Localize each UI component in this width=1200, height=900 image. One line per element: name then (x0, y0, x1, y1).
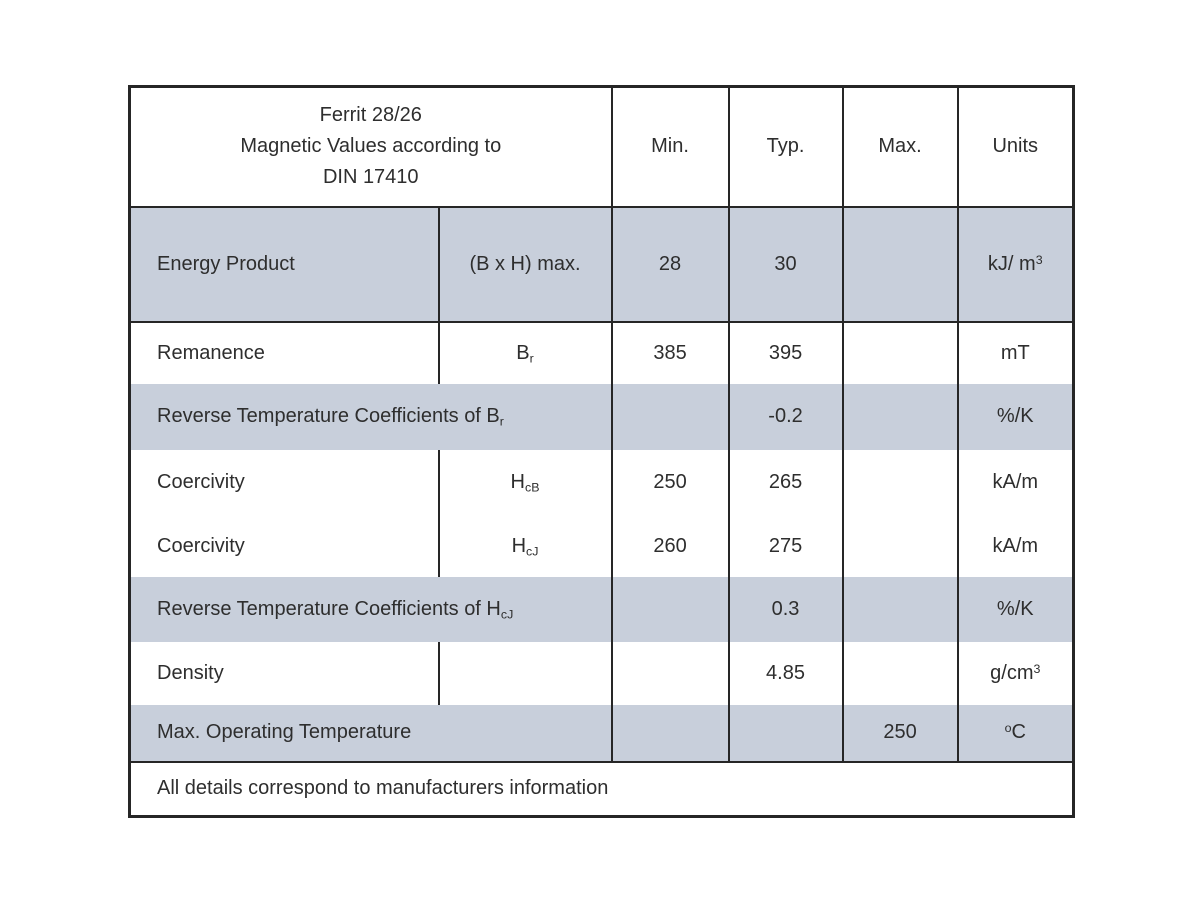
max-operating-temperature-min (610, 704, 729, 763)
title-line-2: Magnetic Values according to (240, 135, 502, 158)
spec-table: Ferrit 28/26 Magnetic Values according t… (128, 85, 1076, 818)
coercivity-hcb-min: 250 (610, 449, 729, 516)
row-coercivity-hcb: Coercivity HcB 250 265 kA/m (129, 449, 1074, 516)
coercivity-hcb-symbol: HcB (437, 449, 612, 516)
row-rev-temp-coeff-hcj: Reverse Temperature Coefficients of HcJ … (129, 576, 1074, 642)
column-header-max: Max. (841, 86, 958, 208)
density-typ: 4.85 (727, 641, 843, 705)
rev-temp-coeff-br-max (841, 383, 958, 450)
energy-product-max (841, 206, 958, 323)
title-line-3: DIN 17410 (322, 166, 419, 189)
max-operating-temperature-typ (727, 704, 843, 763)
coercivity-hcj-name: Coercivity (129, 515, 439, 577)
remanence-units: mT (956, 321, 1074, 384)
magnetic-values-table: Ferrit 28/26 Magnetic Values according t… (128, 85, 1076, 818)
energy-product-min: 28 (610, 206, 729, 323)
remanence-name: Remanence (129, 321, 439, 384)
column-header-typ: Typ. (727, 86, 843, 208)
density-units: g/cm3 (956, 641, 1074, 705)
rev-temp-coeff-br-units: %/K (956, 383, 1074, 450)
column-header-units: Units (956, 86, 1074, 208)
max-operating-temperature-max: 250 (841, 704, 958, 763)
row-max-operating-temperature: Max. Operating Temperature 250 oC (129, 704, 1074, 763)
coercivity-hcj-typ: 275 (727, 515, 843, 577)
rev-temp-coeff-br-typ: -0.2 (727, 383, 843, 450)
row-footer-note: All details correspond to manufacturers … (129, 761, 1074, 817)
title-line-1: Ferrit 28/26 (319, 104, 422, 127)
coercivity-hcb-units: kA/m (956, 449, 1074, 516)
coercivity-hcj-units: kA/m (956, 515, 1074, 577)
density-name: Density (129, 641, 439, 705)
coercivity-hcb-typ: 265 (727, 449, 843, 516)
max-operating-temperature-label: Max. Operating Temperature (129, 704, 612, 763)
energy-product-typ: 30 (727, 206, 843, 323)
column-header-min: Min. (610, 86, 729, 208)
coercivity-hcb-max (841, 449, 958, 516)
table-header-row: Ferrit 28/26 Magnetic Values according t… (129, 86, 1074, 208)
rev-temp-coeff-hcj-min (610, 576, 729, 642)
remanence-min: 385 (610, 321, 729, 384)
remanence-typ: 395 (727, 321, 843, 384)
coercivity-hcj-min: 260 (610, 515, 729, 577)
coercivity-hcj-symbol: HcJ (437, 515, 612, 577)
row-rev-temp-coeff-br: Reverse Temperature Coefficients of Br -… (129, 383, 1074, 450)
rev-temp-coeff-br-min (610, 383, 729, 450)
density-symbol (437, 641, 612, 705)
row-remanence: Remanence Br 385 395 mT (129, 321, 1074, 384)
rev-temp-coeff-hcj-label: Reverse Temperature Coefficients of HcJ (129, 576, 612, 642)
coercivity-hcb-name: Coercivity (129, 449, 439, 516)
rev-temp-coeff-hcj-typ: 0.3 (727, 576, 843, 642)
row-coercivity-hcj: Coercivity HcJ 260 275 kA/m (129, 515, 1074, 577)
max-operating-temperature-units: oC (956, 704, 1074, 763)
rev-temp-coeff-hcj-max (841, 576, 958, 642)
row-energy-product: Energy Product (B x H) max. 28 30 kJ/ m3 (129, 206, 1074, 323)
energy-product-name: Energy Product (129, 206, 439, 323)
table-title: Ferrit 28/26 Magnetic Values according t… (129, 86, 612, 208)
density-min (610, 641, 729, 705)
rev-temp-coeff-hcj-units: %/K (956, 576, 1074, 642)
remanence-max (841, 321, 958, 384)
density-max (841, 641, 958, 705)
energy-product-units: kJ/ m3 (956, 206, 1074, 323)
energy-product-symbol: (B x H) max. (437, 206, 612, 323)
rev-temp-coeff-br-label: Reverse Temperature Coefficients of Br (129, 383, 612, 450)
row-density: Density 4.85 g/cm3 (129, 641, 1074, 705)
footer-note: All details correspond to manufacturers … (129, 761, 1074, 817)
coercivity-hcj-max (841, 515, 958, 577)
remanence-symbol: Br (437, 321, 612, 384)
